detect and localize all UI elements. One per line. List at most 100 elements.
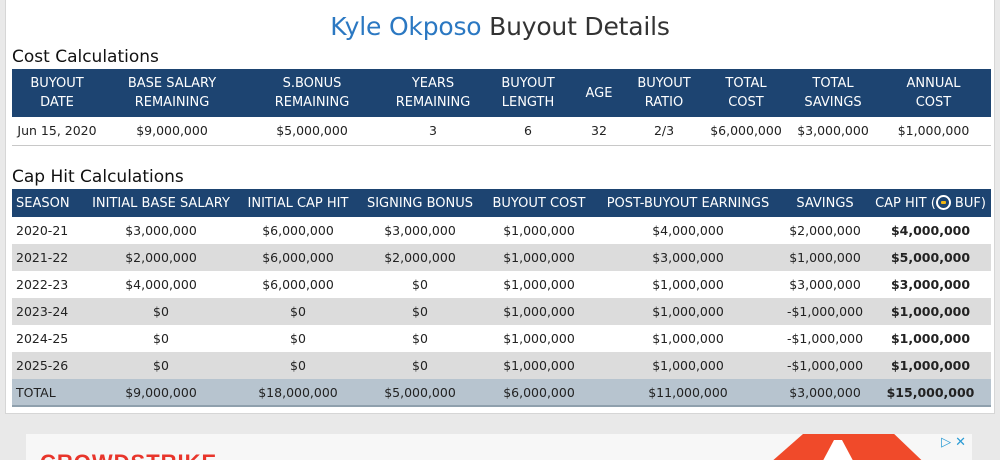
cost-header-row: BUYOUT DATE BASE SALARY REMAINING S.BONUS R…: [12, 69, 991, 117]
header-buyout-length: BUYOUT LENGTH: [484, 69, 572, 117]
season-cell: 2024-25: [16, 331, 69, 346]
cap-cell: $1,000,000: [780, 244, 870, 271]
cap-cell: $0: [84, 352, 238, 379]
cap-cell: $2,000,000: [358, 244, 482, 271]
cap-hit-table: SEASON INITIAL BASE SALARY INITIAL CAP H…: [12, 189, 991, 407]
cap-cell: $1,000,000: [482, 298, 596, 325]
cap-cell: $0: [84, 298, 238, 325]
sabres-logo-icon: [935, 194, 951, 210]
header-cap-hit: CAP HIT ( BUF): [870, 189, 991, 217]
cap-cell: $4,000,000: [652, 223, 724, 238]
ad-brand-logo[interactable]: CROWDSTRIKE: [40, 450, 217, 460]
cap-cell: $2,000,000: [84, 244, 238, 271]
header-signing-bonus: SIGNING BONUS: [358, 189, 482, 217]
cap-hit-cell: $1,000,000: [870, 298, 991, 325]
cap-cell: $0: [412, 331, 428, 346]
cost-cell: $3,000,000: [790, 117, 876, 146]
header-total-savings: TOTAL SAVINGS: [790, 69, 876, 117]
cap-cell: $3,000,000: [125, 223, 197, 238]
cost-section-title: Cost Calculations: [12, 47, 159, 67]
cap-cell: $6,000,000: [262, 277, 334, 292]
total-cell: $18,000,000: [238, 379, 358, 407]
cap-cell: $3,000,000: [789, 277, 861, 292]
cap-cell: $1,000,000: [652, 331, 724, 346]
season-cell: 2022-23: [16, 277, 69, 292]
cost-cell: 32: [572, 117, 626, 146]
cap-cell: $6,000,000: [238, 244, 358, 271]
header-annual-cost: ANNUAL COST: [876, 69, 991, 117]
cap-cell: $3,000,000: [596, 244, 780, 271]
header-savings: SAVINGS: [780, 189, 870, 217]
header-base-salary-remaining: BASE SALARY REMAINING: [102, 69, 242, 117]
page-title: Kyle Okposo Buyout Details: [6, 12, 994, 41]
cap-cell: $6,000,000: [262, 223, 334, 238]
season-cell: 2020-21: [16, 223, 69, 238]
cap-section-title: Cap Hit Calculations: [12, 167, 184, 187]
buyout-card: Kyle Okposo Buyout Details Cost Calculat…: [5, 0, 995, 414]
cost-cell: Jun 15, 2020: [12, 117, 102, 146]
header-buyout-date: BUYOUT DATE: [12, 69, 102, 117]
header-buyout-cost: BUYOUT COST: [482, 189, 596, 217]
season-cell: 2025-26: [12, 352, 84, 379]
total-row: TOTAL $9,000,000 $18,000,000 $5,000,000 …: [12, 379, 991, 407]
cap-cell: $0: [412, 277, 428, 292]
cap-cell: -$1,000,000: [786, 331, 864, 346]
cost-cell: 6: [484, 117, 572, 146]
cost-cell: $9,000,000: [102, 117, 242, 146]
cap-cell: $2,000,000: [789, 223, 861, 238]
ad-graphic: [757, 434, 936, 460]
table-row: 2020-21 $3,000,000 $6,000,000 $3,000,000…: [12, 217, 991, 244]
header-season: SEASON: [12, 189, 84, 217]
cap-cell: $0: [290, 331, 306, 346]
ad-close-icon[interactable]: ✕: [955, 434, 966, 449]
table-row: 2024-25 $0 $0 $0 $1,000,000 $1,000,000 -…: [12, 325, 991, 352]
cap-cell: $1,000,000: [503, 223, 575, 238]
cost-data-row: Jun 15, 2020 $9,000,000 $5,000,000 3 6 3…: [12, 117, 991, 146]
cap-cell: $1,000,000: [503, 277, 575, 292]
total-cell: $3,000,000: [780, 379, 870, 407]
cap-hit-cell: $4,000,000: [890, 223, 971, 238]
header-buyout-ratio: BUYOUT RATIO: [626, 69, 702, 117]
total-cell: $6,000,000: [482, 379, 596, 407]
cap-cell: $4,000,000: [125, 277, 197, 292]
header-total-cost: TOTAL COST: [702, 69, 790, 117]
cap-cell: $1,000,000: [596, 298, 780, 325]
total-cap-hit-cell: $15,000,000: [870, 379, 991, 407]
cost-cell: $1,000,000: [876, 117, 991, 146]
cap-cell: $1,000,000: [652, 277, 724, 292]
cost-cell: $6,000,000: [702, 117, 790, 146]
cap-cell: $1,000,000: [596, 352, 780, 379]
cap-cell: $0: [358, 352, 482, 379]
header-initial-base-salary: INITIAL BASE SALARY: [84, 189, 238, 217]
cap-cell: $0: [153, 331, 169, 346]
total-cell: $5,000,000: [358, 379, 482, 407]
cap-hit-cell: $1,000,000: [870, 352, 991, 379]
table-row: 2022-23 $4,000,000 $6,000,000 $0 $1,000,…: [12, 271, 991, 298]
table-row: 2025-26 $0 $0 $0 $1,000,000 $1,000,000 -…: [12, 352, 991, 379]
total-cell: $9,000,000: [84, 379, 238, 407]
cap-cell: $0: [238, 352, 358, 379]
total-cell: $11,000,000: [596, 379, 780, 407]
header-post-buyout-earnings: POST-BUYOUT EARNINGS: [596, 189, 780, 217]
cap-hit-cell: $1,000,000: [890, 331, 971, 346]
cap-hit-cell: $5,000,000: [870, 244, 991, 271]
cap-hit-cell: $3,000,000: [890, 277, 971, 292]
table-row: 2023-24 $0 $0 $0 $1,000,000 $1,000,000 -…: [12, 298, 991, 325]
ad-banner[interactable]: CROWDSTRIKE ▷✕: [26, 434, 972, 460]
player-name-link[interactable]: Kyle Okposo: [330, 12, 482, 41]
cap-cell: $1,000,000: [482, 244, 596, 271]
title-suffix: Buyout Details: [481, 12, 670, 41]
cost-cell: 2/3: [626, 117, 702, 146]
cap-cell: $0: [238, 298, 358, 325]
cost-cell: $5,000,000: [242, 117, 382, 146]
header-age: AGE: [572, 69, 626, 117]
header-initial-cap-hit: INITIAL CAP HIT: [238, 189, 358, 217]
total-label: TOTAL: [12, 379, 84, 407]
cap-cell: $1,000,000: [503, 331, 575, 346]
cost-calculations-table: BUYOUT DATE BASE SALARY REMAINING S.BONUS R…: [12, 69, 991, 146]
season-cell: 2023-24: [12, 298, 84, 325]
ad-info-icon[interactable]: ▷: [941, 434, 952, 449]
season-cell: 2021-22: [12, 244, 84, 271]
header-sbonus-remaining: S.BONUS REMAINING: [242, 69, 382, 117]
ad-controls: ▷ ✕: [937, 434, 966, 450]
